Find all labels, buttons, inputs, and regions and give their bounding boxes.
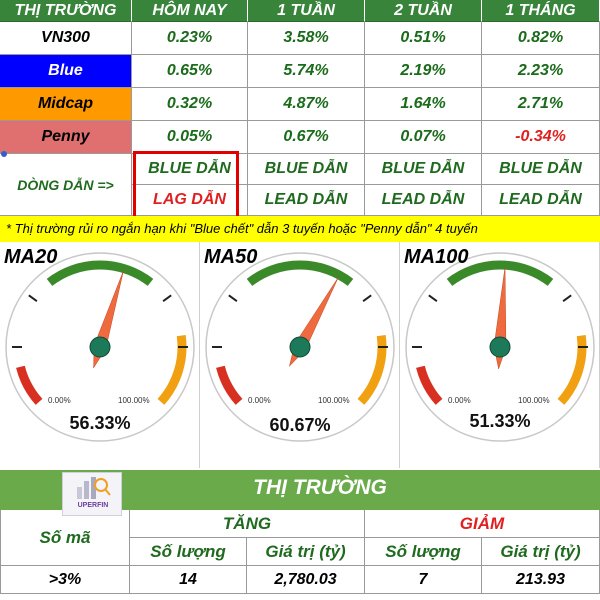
tang-gia-tri-header: Giá trị (tỷ) [247, 538, 365, 566]
gauge-hub-ma100 [489, 336, 511, 358]
so-ma-label: Số mã [0, 510, 130, 566]
logo-chart-icon [77, 477, 111, 499]
header-today: HÔM NAY [132, 0, 248, 22]
gauge-max-ma50: 100.00% [318, 396, 350, 405]
cell-vn300-2w: 0.51% [365, 22, 482, 55]
cell-penny-1w: 0.67% [248, 121, 365, 154]
dan-blue-2w: BLUE DẪN [365, 154, 482, 185]
gauge-tick-ma100-2 [562, 294, 572, 302]
cell-vn300-1w: 3.58% [248, 22, 365, 55]
cell-blue-2w: 2.19% [365, 55, 482, 88]
cell-blue-1m: 2.23% [482, 55, 600, 88]
gauge-band-red-ma100 [416, 365, 443, 405]
gt3-giam-gia-tri: 213.93 [482, 566, 600, 594]
gauges-svg [5, 252, 595, 442]
gauge-title-ma20: MA20 [4, 246, 58, 268]
dan-lead-1w: LEAD DẪN [248, 185, 365, 216]
gauge-band-orange-ma50 [357, 334, 387, 405]
gt3-giam-so-luong: 7 [365, 566, 482, 594]
cell-blue-1w: 5.74% [248, 55, 365, 88]
gauge-band-red-ma20 [16, 365, 43, 405]
gt3-tang-so-luong: 14 [130, 566, 247, 594]
tang-header: TĂNG [130, 510, 365, 538]
gauge-hub-ma20 [89, 336, 111, 358]
selection-dot [1, 151, 7, 157]
gauge-band-green-ma20 [46, 260, 154, 286]
gauge-band-green-ma100 [446, 260, 554, 286]
giam-so-luong-header: Số lượng [365, 538, 482, 566]
gauge-value-ma20: 56.33% [69, 413, 131, 433]
gauge-tick-ma50-1 [228, 294, 238, 302]
header-market: THỊ TRƯỜNG [0, 0, 132, 22]
gauge-band-red-ma50 [216, 365, 243, 405]
row-label-penny: Penny [0, 121, 132, 154]
dong-dan-label: DÒNG DẪN => [0, 154, 132, 216]
gauge-tick-ma100-1 [428, 294, 438, 302]
gauge-max-ma20: 100.00% [118, 396, 150, 405]
giam-gia-tri-header: Giá trị (tỷ) [482, 538, 600, 566]
cell-midcap-2w: 1.64% [365, 88, 482, 121]
gauge-title-ma50: MA50 [204, 246, 258, 268]
company-logo-text: UPERFIN [77, 502, 109, 509]
market-summary-title: THỊ TRƯỜNG [253, 476, 387, 499]
row-label-vn300: VN300 [0, 22, 132, 55]
gauge-value-ma50: 60.67% [269, 415, 331, 435]
gauge-tick-ma20-1 [28, 294, 38, 302]
header-1-week: 1 TUẦN [248, 0, 365, 22]
header-2-week: 2 TUẦN [365, 0, 482, 22]
row-label-gt3: >3% [0, 566, 130, 594]
gauge-hub-ma50 [289, 336, 311, 358]
tang-so-luong-header: Số lượng [130, 538, 247, 566]
cell-midcap-1m: 2.71% [482, 88, 600, 121]
gt3-tang-gia-tri: 2,780.03 [247, 566, 365, 594]
highlight-box [133, 151, 239, 220]
gauge-min-ma50: 0.00% [248, 396, 271, 405]
gauge-tick-ma20-2 [162, 294, 172, 302]
company-logo [62, 472, 122, 516]
gauge-band-green-ma50 [246, 260, 354, 286]
row-label-midcap: Midcap [0, 88, 132, 121]
dan-lead-2w: LEAD DẪN [365, 185, 482, 216]
dan-lead-1m: LEAD DẪN [482, 185, 600, 216]
cell-penny-today: 0.05% [132, 121, 248, 154]
gauge-min-ma100: 0.00% [448, 396, 471, 405]
gauge-band-orange-ma20 [157, 334, 187, 405]
gauge-value-ma100: 51.33% [469, 411, 531, 431]
gauge-min-ma20: 0.00% [48, 396, 71, 405]
cell-blue-today: 0.65% [132, 55, 248, 88]
gauge-max-ma100: 100.00% [518, 396, 550, 405]
cell-penny-1m: -0.34% [482, 121, 600, 154]
dan-blue-1w: BLUE DẪN [248, 154, 365, 185]
row-label-blue: Blue [0, 55, 132, 88]
risk-note: * Thị trường rủi ro ngắn hạn khi "Blue c… [0, 216, 600, 242]
cell-penny-2w: 0.07% [365, 121, 482, 154]
giam-header: GIẢM [365, 510, 600, 538]
dan-lead-today: LAG DẪN [132, 185, 248, 216]
gauge-tick-ma50-2 [362, 294, 372, 302]
gauge-band-orange-ma100 [557, 334, 587, 405]
dan-blue-today: BLUE DẪN [132, 154, 248, 185]
header-1-month: 1 THÁNG [482, 0, 600, 22]
cell-midcap-today: 0.32% [132, 88, 248, 121]
dan-blue-1m: BLUE DẪN [482, 154, 600, 185]
cell-vn300-1m: 0.82% [482, 22, 600, 55]
gauge-title-ma100: MA100 [404, 246, 469, 268]
cell-vn300-today: 0.23% [132, 22, 248, 55]
cell-midcap-1w: 4.87% [248, 88, 365, 121]
